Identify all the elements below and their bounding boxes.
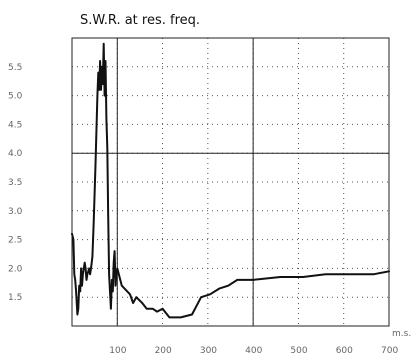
y-tick-label-0: 5.5 xyxy=(8,63,22,73)
series xyxy=(71,42,390,319)
x-tick-label-5: 600 xyxy=(336,346,353,356)
y-tick-label-4: 3.5 xyxy=(8,178,22,188)
y-axis-ticks: 5.5 5.0 4.5 4.0 3.5 3.0 2.5 2.0 1.5 xyxy=(8,63,23,303)
y-tick-label-6: 2.5 xyxy=(8,236,22,246)
x-tick-label-1: 200 xyxy=(155,346,172,356)
y-tick-label-5: 3.0 xyxy=(8,207,23,217)
y-tick-label-8: 1.5 xyxy=(8,293,22,303)
chart-title: S.W.R. at res. freq. xyxy=(80,13,200,28)
x-tick-label-3: 400 xyxy=(245,346,262,356)
major-grid-lines xyxy=(72,38,389,326)
y-tick-label-1: 5.0 xyxy=(8,92,23,102)
series-line-0 xyxy=(71,42,390,319)
x-tick-label-4: 500 xyxy=(290,346,307,356)
x-unit-label: m.s. xyxy=(392,329,411,339)
x-axis-ticks: 100 200 300 400 500 600 700 xyxy=(109,346,398,356)
y-tick-label-2: 4.5 xyxy=(8,120,22,130)
y-tick-label-7: 2.0 xyxy=(8,264,23,274)
x-tick-label-2: 300 xyxy=(200,346,217,356)
y-tick-label-3: 4.0 xyxy=(8,149,23,159)
plot-frame xyxy=(71,37,390,327)
grid xyxy=(72,38,389,326)
x-tick-label-0: 100 xyxy=(109,346,126,356)
x-tick-label-6: 700 xyxy=(381,346,398,356)
